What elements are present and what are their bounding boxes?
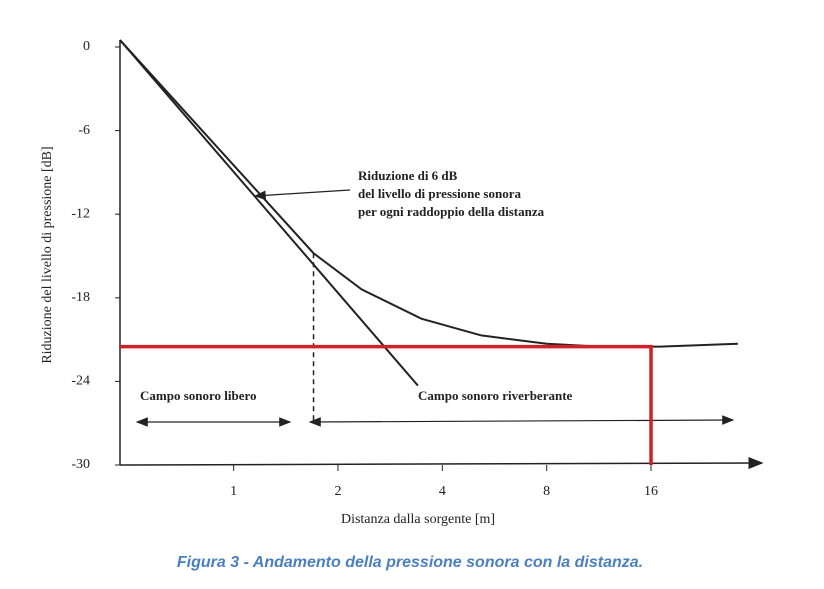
y-tick-label: -24: [71, 374, 90, 389]
y-tick-label: -12: [71, 206, 90, 221]
leader-arrow: [253, 189, 351, 201]
x-tick-label: 8: [543, 484, 550, 499]
x-axis: [119, 457, 764, 470]
series-line: [119, 39, 419, 387]
y-tick-label: -6: [78, 123, 90, 138]
y-tick-label: -30: [71, 457, 90, 472]
annotation: Riduzione di 6 dB: [358, 168, 458, 183]
x-tick-label: 16: [644, 484, 658, 499]
region-arrow: [308, 415, 735, 427]
y-axis-label: Riduzione del livello di pressione [dB]: [40, 146, 55, 363]
annotation: del livello di pressione sonora: [358, 186, 521, 201]
y-tick-label: -18: [71, 290, 90, 305]
annotation: Campo sonoro libero: [140, 388, 257, 403]
y-tick-label: 0: [83, 39, 90, 54]
annotation: per ogni raddoppio della distanza: [358, 204, 545, 219]
series-line: [120, 344, 653, 465]
x-tick-label: 1: [230, 484, 237, 499]
x-tick-label: 2: [334, 484, 341, 499]
annotation: Campo sonoro riverberante: [418, 388, 573, 403]
x-axis-label: Distanza dalla sorgente [m]: [341, 512, 495, 527]
caption: Figura 3 - Andamento della pressione son…: [177, 554, 643, 571]
x-tick-label: 4: [439, 484, 446, 499]
